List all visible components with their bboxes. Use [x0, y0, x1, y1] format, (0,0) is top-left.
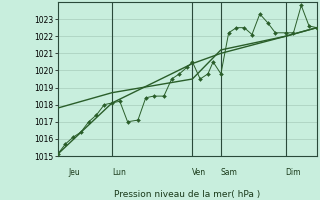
Text: Dim: Dim: [286, 168, 301, 177]
Text: Ven: Ven: [192, 168, 206, 177]
Text: Sam: Sam: [221, 168, 238, 177]
Text: Pression niveau de la mer( hPa ): Pression niveau de la mer( hPa ): [114, 190, 260, 199]
Text: Jeu: Jeu: [68, 168, 80, 177]
Text: Lun: Lun: [112, 168, 126, 177]
